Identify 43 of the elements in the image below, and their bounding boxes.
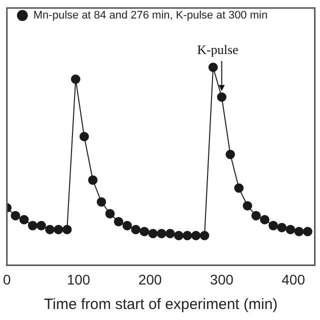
point	[165, 228, 175, 238]
point	[191, 230, 201, 240]
legend-label: Mn-pulse at 84 and 276 min, K-pulse at 300 min	[33, 10, 268, 22]
point	[251, 211, 261, 220]
point	[286, 224, 296, 234]
point	[70, 74, 80, 84]
point	[242, 201, 252, 211]
point	[148, 228, 158, 238]
point	[36, 220, 46, 230]
annotation: K-pulse	[197, 42, 239, 57]
point	[131, 224, 140, 234]
point	[19, 214, 29, 224]
point	[268, 220, 278, 230]
x-tick-label: 0	[2, 271, 11, 288]
x-axis-title: Time from start of experiment (min)	[44, 296, 278, 314]
point	[105, 209, 115, 218]
point	[45, 224, 55, 234]
point	[277, 222, 287, 232]
point	[226, 150, 236, 160]
point	[80, 132, 89, 142]
point	[294, 226, 304, 236]
point	[54, 224, 64, 234]
point	[302, 226, 312, 236]
point	[122, 220, 132, 230]
point	[62, 224, 72, 234]
point	[208, 62, 218, 72]
x-tick-label: 100	[66, 271, 90, 288]
point	[260, 214, 270, 224]
point	[156, 228, 166, 238]
point	[200, 230, 210, 240]
x-tick-label: 300	[210, 271, 234, 288]
x-tick-label: 200	[138, 271, 162, 288]
point	[234, 183, 244, 193]
point	[140, 226, 150, 236]
point	[174, 230, 184, 240]
x-tick-label: 400	[282, 271, 306, 288]
point	[10, 211, 20, 220]
point	[96, 197, 106, 207]
point	[182, 230, 192, 240]
point	[28, 220, 38, 230]
point	[114, 216, 124, 226]
point	[217, 92, 226, 102]
point	[88, 175, 98, 185]
